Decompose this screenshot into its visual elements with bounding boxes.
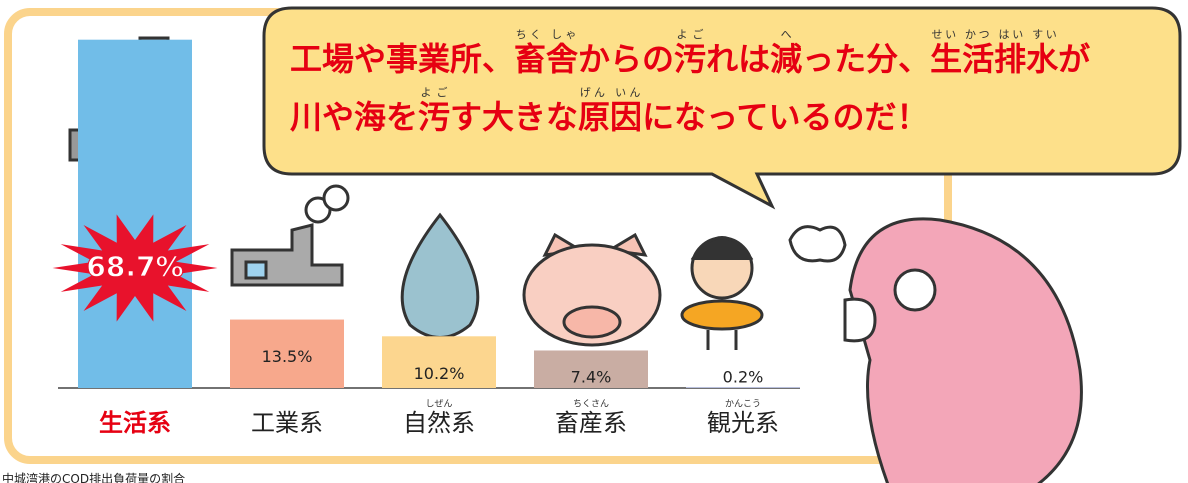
bar <box>230 319 344 388</box>
speech-text-segment: 汚 <box>418 98 451 136</box>
speech-bubble <box>262 6 1182 210</box>
pig <box>522 232 662 347</box>
category-label: 自然系 <box>403 409 475 437</box>
speech-text-segment: からの <box>578 40 675 78</box>
speech-text-segment: った分、 <box>802 40 931 78</box>
furigana: げん いん <box>578 86 643 99</box>
category-reading: しぜん <box>425 399 452 410</box>
speech-text-segment: になっているのだ！ <box>642 98 929 136</box>
starburst <box>52 214 218 322</box>
bar <box>78 39 192 388</box>
ruby-group: 生活排水せい かつ はい すい <box>930 28 1059 78</box>
factory <box>230 184 350 287</box>
speech-text-segment: 生活排水 <box>930 40 1059 78</box>
furigana: よご <box>674 28 707 41</box>
value-label: 13.5% <box>262 347 313 366</box>
category-label: 観光系 <box>707 409 779 437</box>
speech-text-segment: 工場や事業所、 <box>290 40 515 78</box>
category-label: 工業系 <box>251 409 323 437</box>
speech-text-segment: 畜舎 <box>514 40 579 78</box>
category-label: 畜産系 <box>555 409 627 437</box>
furigana: せい かつ はい すい <box>930 28 1059 41</box>
bar <box>382 336 496 388</box>
speech-text-segment: 原因 <box>578 98 643 136</box>
boy <box>680 236 764 350</box>
speech-text-segment: す大きな <box>450 98 579 136</box>
furigana: よご <box>418 86 451 99</box>
value-label: 10.2% <box>414 364 465 383</box>
bar <box>686 386 800 388</box>
value-label: 0.2% <box>723 368 764 387</box>
ruby-group: 減へ <box>770 28 803 78</box>
furigana: へ <box>770 28 803 41</box>
category-label: 生活系 <box>99 409 171 437</box>
fish <box>788 217 1083 483</box>
ruby-group: 汚よご <box>674 28 707 78</box>
speech-line: 川や海を汚よごす大きな原因げん いんになっているのだ！ <box>290 86 1170 144</box>
speech-text-segment: 減 <box>770 40 803 78</box>
ruby-group: 畜舎ちく しゃ <box>514 28 579 78</box>
speech-text-segment: が <box>1058 40 1091 78</box>
furigana: ちく しゃ <box>514 28 579 41</box>
speech-text-segment: 川や海を <box>290 98 419 136</box>
value-label: 7.4% <box>571 368 612 387</box>
speech-text-segment: れは <box>706 40 771 78</box>
speech-text-segment: 汚 <box>674 40 707 78</box>
speech-text: 工場や事業所、畜舎ちく しゃからの汚よごれは減へった分、生活排水せい かつ はい… <box>290 28 1170 144</box>
ruby-group: 原因げん いん <box>578 86 643 136</box>
value-label: 68.7% <box>86 250 183 283</box>
caption: 中城湾港のCOD排出負荷量の割合 <box>2 472 186 483</box>
speech-line: 工場や事業所、畜舎ちく しゃからの汚よごれは減へった分、生活排水せい かつ はい… <box>290 28 1170 86</box>
bar <box>534 350 648 388</box>
ruby-group: 汚よご <box>418 86 451 136</box>
category-reading: かんこう <box>725 399 761 410</box>
category-reading: ちくさん <box>573 399 609 410</box>
